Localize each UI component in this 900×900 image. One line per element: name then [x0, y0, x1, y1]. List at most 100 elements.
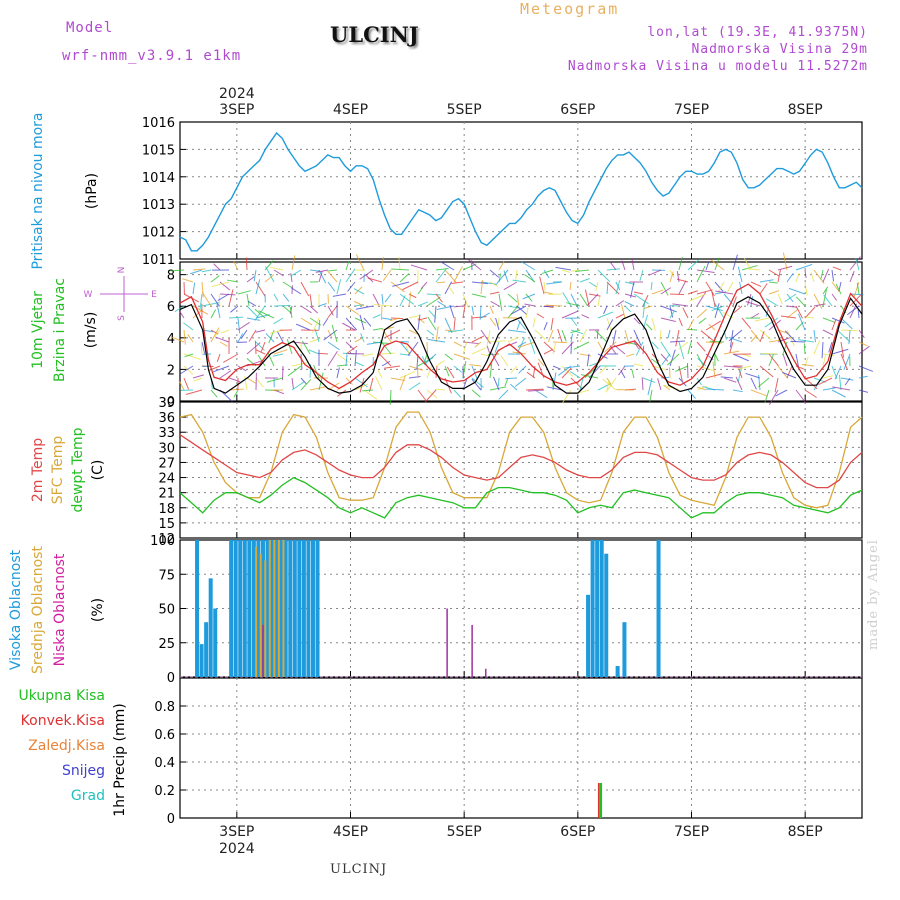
model-label: Model	[66, 20, 114, 36]
wind-barbs	[170, 252, 874, 406]
wind-arrow	[606, 281, 620, 295]
wind-arrow	[255, 349, 266, 355]
wind-arrow	[518, 365, 527, 374]
key-east: E	[151, 290, 157, 300]
wind-arrow	[717, 281, 725, 293]
wind-arrow	[754, 317, 770, 322]
wind-arrow	[237, 333, 244, 343]
lonlat-label: lon,lat (19.3E, 41.9375N)	[647, 25, 868, 40]
wind-arrow	[813, 269, 825, 284]
wind-arrow	[510, 383, 518, 391]
pressure-unit-label: (hPa)	[84, 173, 100, 209]
wind-arrow	[633, 341, 640, 350]
wind-arrow	[453, 305, 464, 308]
wind-arrow	[765, 305, 770, 317]
wind-arrow	[660, 341, 672, 358]
wind-arrow	[758, 374, 761, 391]
wind-arrow	[712, 361, 716, 379]
wind-arrow	[184, 353, 194, 358]
mid-cloud-bar	[268, 540, 271, 677]
wind-arrow	[420, 281, 428, 289]
wind-arrow	[379, 340, 392, 355]
wind-arrow	[245, 257, 248, 271]
wind-arrow	[745, 372, 761, 379]
wind-arrow	[277, 331, 284, 343]
wind-arrow	[678, 377, 687, 387]
wind-arrow	[855, 258, 860, 271]
wind-arrow	[479, 305, 482, 320]
wind-arrow	[550, 317, 554, 331]
wind-arrow	[517, 319, 527, 331]
wind-arrow	[381, 326, 395, 331]
wind-arrow	[602, 378, 617, 391]
wind-arrow	[669, 340, 686, 343]
wind-arrow	[831, 281, 840, 292]
wind-arrow	[210, 293, 220, 307]
wind-arrow	[759, 279, 774, 283]
wind-arrow	[720, 376, 734, 379]
wind-arrow	[727, 281, 734, 293]
wind-arrow	[237, 321, 250, 331]
wind-arrow	[543, 269, 550, 279]
wind-arrow	[795, 263, 813, 271]
wind-arrow	[626, 353, 635, 357]
wind-arrow	[782, 354, 788, 367]
wind-arrow	[493, 376, 500, 391]
wind-arrow	[354, 350, 357, 367]
wind-arrow	[566, 302, 581, 307]
wind-arrow	[786, 329, 795, 347]
wind-arrow	[822, 387, 836, 391]
wind-arrow	[534, 389, 548, 399]
wind-arrow	[254, 308, 266, 319]
wind-arrow	[786, 305, 797, 308]
wind-arrow	[709, 340, 725, 343]
wind-arrow	[832, 386, 851, 391]
station-title: ULCINJ	[330, 22, 419, 47]
wind-arrow	[426, 329, 435, 336]
wind-arrow	[503, 281, 518, 291]
wind-arrow	[615, 280, 621, 295]
wind-arrow	[471, 305, 475, 316]
wind-arrow	[573, 341, 590, 350]
temp-unit-label: (C)	[90, 460, 106, 481]
wind-arrow	[696, 289, 713, 295]
wind-arrow	[537, 358, 545, 367]
wind-arrow	[309, 293, 313, 308]
wind-arrow	[784, 330, 797, 343]
wind-arrow	[345, 345, 358, 355]
pressure-line	[179, 131, 863, 252]
wind-arrow	[669, 310, 675, 319]
wind-arrow	[777, 293, 783, 305]
wind-arrow	[651, 341, 659, 350]
wind-arrow	[327, 305, 338, 318]
wind-arrow	[804, 377, 818, 390]
high-cloud-bar	[256, 540, 261, 677]
high-cloud-bar	[242, 540, 247, 677]
high-cloud-bar	[251, 540, 256, 677]
wind-arrow	[822, 268, 830, 283]
key-west: W	[84, 290, 93, 300]
wind-arrow	[579, 293, 589, 307]
wind-arrow	[705, 261, 710, 271]
wind-arrow	[381, 360, 391, 367]
wind-arrow	[226, 279, 239, 283]
wind-arrow	[529, 338, 536, 355]
wind-arrow	[490, 300, 500, 307]
wind-arrow	[570, 329, 584, 335]
wind-arrow	[408, 291, 412, 307]
wind-arrow	[451, 281, 464, 284]
wind-arrow	[669, 269, 675, 278]
wind-arrow	[798, 313, 806, 331]
wind-arrow	[247, 300, 257, 307]
wind-arrow	[498, 293, 503, 311]
wind-arrow	[474, 341, 482, 348]
wind-arrow	[805, 316, 815, 319]
wind-arrow	[273, 317, 284, 325]
wind-arrow	[823, 294, 833, 307]
wind-arrow	[255, 377, 264, 388]
wind-arrow	[291, 287, 302, 295]
wind-arrow	[201, 291, 212, 307]
wind-arrow	[183, 377, 190, 390]
wind-arrow	[269, 266, 284, 271]
wind-arrow	[210, 389, 218, 398]
